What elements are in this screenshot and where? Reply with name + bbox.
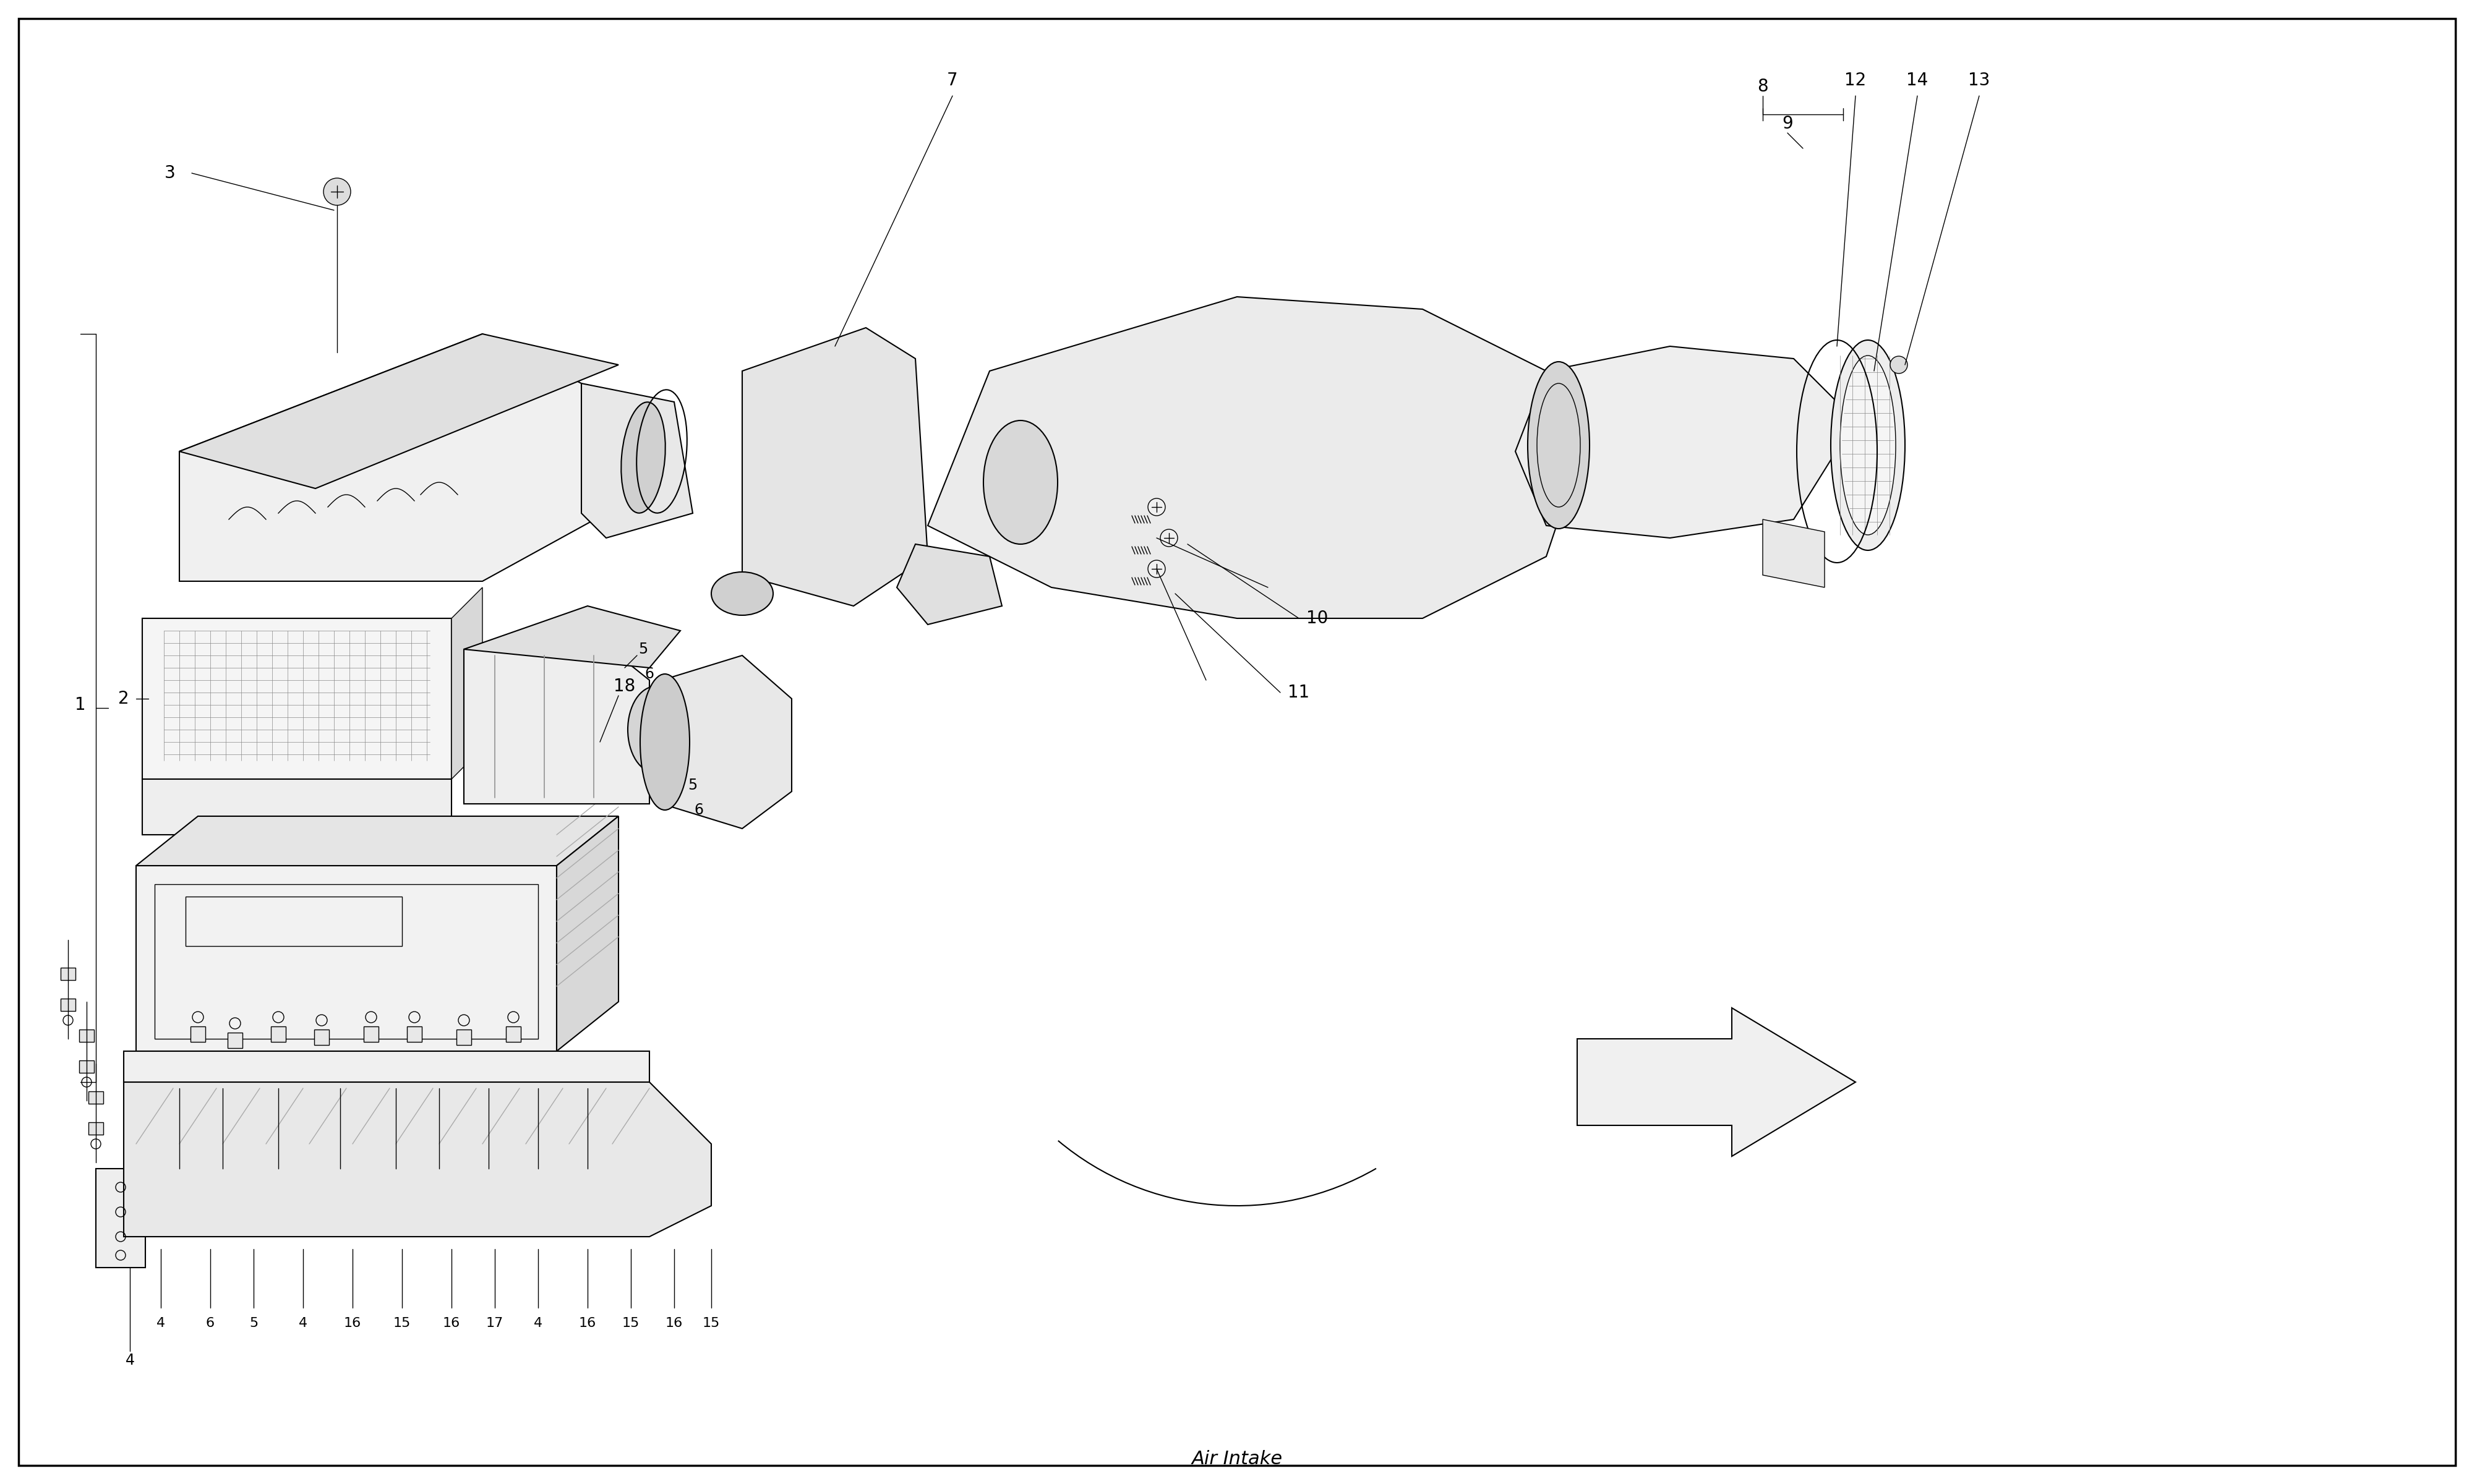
Polygon shape [136, 865, 557, 1051]
Ellipse shape [1831, 340, 1905, 551]
Polygon shape [557, 816, 618, 1051]
Bar [482, 1107, 495, 1117]
Bar [334, 1107, 346, 1117]
Polygon shape [663, 656, 792, 828]
Circle shape [324, 178, 351, 205]
Text: 4: 4 [299, 1318, 307, 1330]
Text: 15: 15 [621, 1318, 641, 1330]
Bar [532, 1107, 544, 1117]
Polygon shape [314, 1030, 329, 1045]
Text: 5: 5 [250, 1318, 257, 1330]
Polygon shape [928, 297, 1578, 619]
Text: 6: 6 [695, 803, 703, 818]
Bar [433, 1125, 445, 1137]
Ellipse shape [1841, 356, 1895, 534]
Ellipse shape [985, 420, 1059, 545]
Bar [79, 1030, 94, 1042]
Bar [482, 1125, 495, 1137]
Polygon shape [465, 631, 648, 804]
Bar [89, 1122, 104, 1135]
Polygon shape [228, 1033, 242, 1048]
Polygon shape [406, 1027, 421, 1042]
Text: 6: 6 [205, 1318, 215, 1330]
Text: 4: 4 [534, 1318, 542, 1330]
Polygon shape [136, 816, 618, 865]
Text: 16: 16 [344, 1318, 361, 1330]
Text: 7: 7 [948, 71, 957, 89]
Circle shape [1148, 559, 1165, 577]
Polygon shape [143, 779, 450, 834]
Text: 8: 8 [1757, 77, 1769, 95]
Text: 16: 16 [666, 1318, 683, 1330]
Text: Air Intake: Air Intake [1192, 1450, 1282, 1468]
Text: 3: 3 [166, 165, 176, 181]
Text: 13: 13 [1969, 71, 1989, 89]
Text: 5: 5 [638, 641, 648, 656]
Bar [581, 1107, 594, 1117]
Text: 4: 4 [156, 1318, 166, 1330]
Circle shape [1890, 356, 1907, 374]
Polygon shape [581, 383, 693, 537]
Text: 9: 9 [1781, 114, 1794, 132]
Circle shape [1160, 530, 1178, 546]
Bar [433, 1107, 445, 1117]
Text: 10: 10 [1306, 610, 1329, 626]
Bar [581, 1125, 594, 1137]
Text: 18: 18 [614, 678, 636, 695]
Bar [391, 1125, 401, 1137]
Text: 6: 6 [646, 666, 653, 681]
Bar [173, 1125, 186, 1137]
Text: 12: 12 [1846, 71, 1865, 89]
Text: 15: 15 [393, 1318, 411, 1330]
Text: 16: 16 [443, 1318, 460, 1330]
Bar [532, 1125, 544, 1137]
Polygon shape [450, 588, 482, 779]
Text: 11: 11 [1289, 684, 1309, 700]
Polygon shape [1578, 1008, 1856, 1156]
Text: 2: 2 [119, 690, 129, 708]
Polygon shape [364, 1027, 379, 1042]
Bar [334, 1125, 346, 1137]
Text: 15: 15 [703, 1318, 720, 1330]
Polygon shape [124, 1051, 648, 1082]
Polygon shape [465, 605, 680, 668]
Text: 14: 14 [1907, 71, 1927, 89]
Polygon shape [124, 1082, 713, 1236]
Ellipse shape [628, 686, 683, 773]
Text: 5: 5 [688, 778, 698, 792]
Polygon shape [507, 1027, 520, 1042]
Ellipse shape [641, 674, 690, 810]
Bar [218, 1107, 228, 1117]
Text: 4: 4 [126, 1353, 134, 1368]
Polygon shape [1761, 519, 1826, 588]
Bar [272, 1125, 285, 1137]
Bar [272, 1107, 285, 1117]
Bar [218, 1125, 228, 1137]
Polygon shape [896, 545, 1002, 625]
Bar [391, 1107, 401, 1117]
Circle shape [1148, 499, 1165, 515]
Polygon shape [178, 334, 606, 582]
Polygon shape [143, 619, 450, 779]
Bar [79, 1061, 94, 1073]
Ellipse shape [621, 402, 666, 513]
Polygon shape [742, 328, 928, 605]
Bar [96, 1169, 146, 1267]
Polygon shape [190, 1027, 205, 1042]
Ellipse shape [713, 571, 772, 616]
Text: 16: 16 [579, 1318, 596, 1330]
Bar [59, 968, 74, 979]
Polygon shape [272, 1027, 287, 1042]
Polygon shape [1514, 346, 1856, 537]
Bar [89, 1091, 104, 1104]
Bar [173, 1107, 186, 1117]
Text: 1: 1 [74, 696, 87, 714]
Text: 17: 17 [485, 1318, 505, 1330]
Polygon shape [178, 334, 618, 488]
Polygon shape [455, 1030, 470, 1045]
Bar [59, 999, 74, 1011]
Bar [148, 625, 445, 773]
Ellipse shape [1529, 362, 1588, 528]
